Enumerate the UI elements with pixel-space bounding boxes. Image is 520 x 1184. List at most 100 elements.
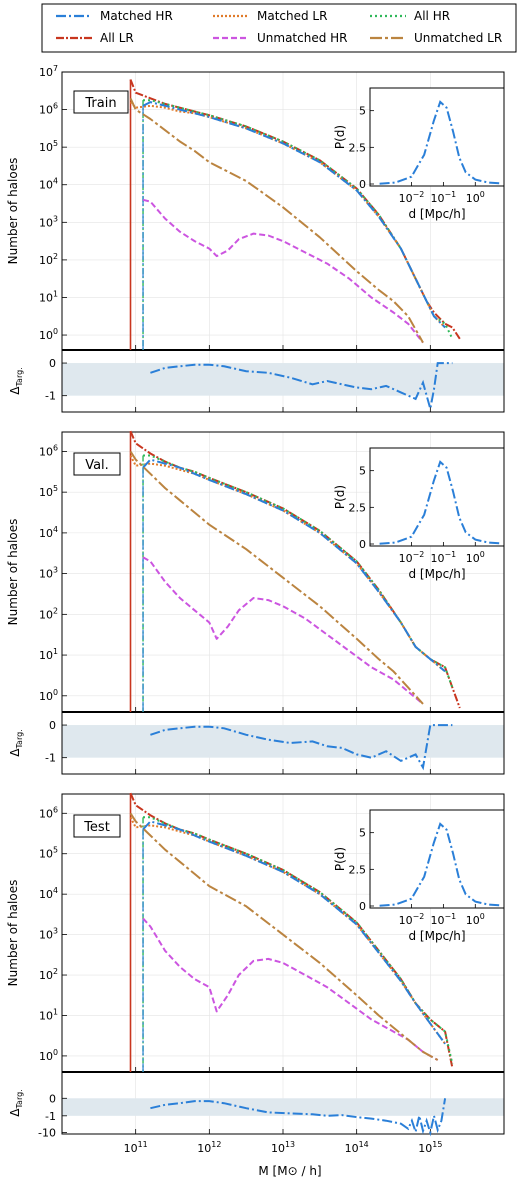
inset-y-tick-label: 0: [359, 900, 366, 913]
y-tick-label-exp: 2: [53, 252, 58, 261]
y-tick-label-base: 10: [39, 969, 53, 982]
x-tick-label-exp: 12: [211, 1140, 221, 1149]
series-line-unmatched-lr: [129, 812, 439, 1061]
inset-x-tick-label: 10−1: [431, 912, 457, 927]
y-tick-label: 104: [39, 886, 58, 901]
inset-frame: [369, 809, 505, 909]
panel-label-box: [73, 814, 121, 838]
x-tick-label-exp: 11: [138, 1140, 148, 1149]
delta-y-tick-label: -1: [45, 752, 56, 765]
inset-line: [379, 100, 501, 185]
inset-y-tick-label: 2.5: [349, 863, 367, 876]
y-tick-label: 106: [39, 443, 58, 458]
y-tick-label-base: 10: [39, 527, 53, 540]
inset-x-tick-label: 10−2: [399, 190, 425, 205]
inset-x-tick-label-exp: −2: [413, 550, 425, 559]
inset-x-tick-label: 10−1: [431, 550, 457, 565]
y-tick-label-base: 10: [39, 66, 53, 79]
series-line-unmatched-hr: [142, 198, 424, 344]
inset-y-tick-label: 5: [359, 105, 366, 118]
inset-line: [379, 460, 501, 545]
y-tick-label: 105: [39, 846, 58, 861]
y-tick-label-exp: 1: [53, 1007, 58, 1016]
y-tick-label-base: 10: [39, 848, 53, 861]
inset-y-label: P(d): [333, 847, 347, 871]
inset-x-tick-label-base: 10: [431, 914, 445, 927]
y-axis-label: Number of haloes: [6, 519, 20, 626]
legend-label: Matched HR: [100, 9, 173, 23]
y-tick-label-base: 10: [39, 690, 53, 703]
inset-y-label: P(d): [333, 485, 347, 509]
delta-y-tick-label: -1: [45, 390, 56, 403]
delta-y-tick-label: -10: [38, 1127, 56, 1140]
y-tick-label-base: 10: [39, 329, 53, 342]
y-tick-label-exp: 5: [53, 139, 58, 148]
y-tick-label-exp: 6: [53, 443, 58, 452]
inset-x-label: d [Mpc/h]: [408, 567, 465, 581]
y-tick-label-exp: 0: [53, 1048, 58, 1057]
series-line-unmatched-lr: [129, 450, 424, 705]
y-tick-label-base: 10: [39, 807, 53, 820]
x-tick-label: 1015: [418, 1140, 442, 1155]
y-tick-label-exp: 5: [53, 484, 58, 493]
inset-x-tick-label-base: 10: [431, 552, 445, 565]
x-tick-label: 1013: [271, 1140, 295, 1155]
inset-y-tick-label: 2.5: [349, 501, 367, 514]
series-line-all-hr: [143, 816, 454, 1065]
inset-x-tick-label-exp: 0: [480, 550, 485, 559]
y-tick-label-exp: 2: [53, 606, 58, 615]
y-tick-label-exp: 0: [53, 327, 58, 336]
inset-x-label: d [Mpc/h]: [408, 207, 465, 221]
delta-axis-label-sub: Targ.: [15, 1089, 24, 1109]
y-tick-label: 102: [39, 252, 58, 267]
y-tick-label-base: 10: [39, 888, 53, 901]
y-tick-label-base: 10: [39, 104, 53, 117]
y-tick-label: 100: [39, 1048, 58, 1063]
delta-line: [150, 1098, 447, 1137]
delta-line: [150, 724, 453, 771]
series-line-matched-lr: [129, 455, 446, 673]
y-tick-label: 102: [39, 606, 58, 621]
inset-y-tick-label: 2.5: [349, 141, 367, 154]
delta-band: [62, 1098, 504, 1116]
delta-axis-label-main: Δ: [8, 748, 22, 757]
y-tick-label: 106: [39, 102, 58, 117]
panel-label-box: [73, 90, 129, 114]
y-tick-label-exp: 4: [53, 525, 58, 534]
y-tick-label: 107: [39, 64, 58, 79]
inset-frame: [369, 447, 505, 547]
inset-x-tick-label-base: 10: [399, 192, 413, 205]
inset-x-tick-label: 10−1: [431, 190, 457, 205]
series-line-matched-lr: [129, 816, 446, 1045]
y-tick-label-base: 10: [39, 1009, 53, 1022]
y-tick-label: 101: [39, 1007, 58, 1022]
x-tick-label-base: 10: [345, 1142, 359, 1155]
y-axis-label: Number of haloes: [6, 158, 20, 265]
inset-x-tick-label: 10−2: [399, 550, 425, 565]
inset-x-tick-label-exp: 0: [480, 912, 485, 921]
legend-frame: [41, 3, 517, 53]
y-tick-label-exp: 2: [53, 967, 58, 976]
delta-y-tick-label: 0: [49, 357, 56, 370]
y-tick-label: 105: [39, 484, 58, 499]
y-tick-label-exp: 0: [53, 688, 58, 697]
delta-band: [62, 363, 504, 396]
delta-axis-label: ΔTarg.: [8, 367, 24, 394]
series-line-all-hr: [143, 454, 454, 688]
legend-label: All HR: [414, 9, 450, 23]
series-line-matched-hr: [142, 101, 446, 329]
x-tick-label-base: 10: [197, 1142, 211, 1155]
y-tick-label-exp: 3: [53, 214, 58, 223]
y-tick-label-exp: 5: [53, 846, 58, 855]
inset-x-tick-label: 100: [466, 912, 485, 927]
x-axis-label: M [M⊙ / h]: [258, 1164, 321, 1178]
delta-y-tick-label: 0: [49, 719, 56, 732]
x-tick-label-exp: 14: [359, 1140, 369, 1149]
y-tick-label-base: 10: [39, 254, 53, 267]
x-tick-label-exp: 13: [285, 1140, 295, 1149]
inset-y-tick-label: 5: [359, 827, 366, 840]
